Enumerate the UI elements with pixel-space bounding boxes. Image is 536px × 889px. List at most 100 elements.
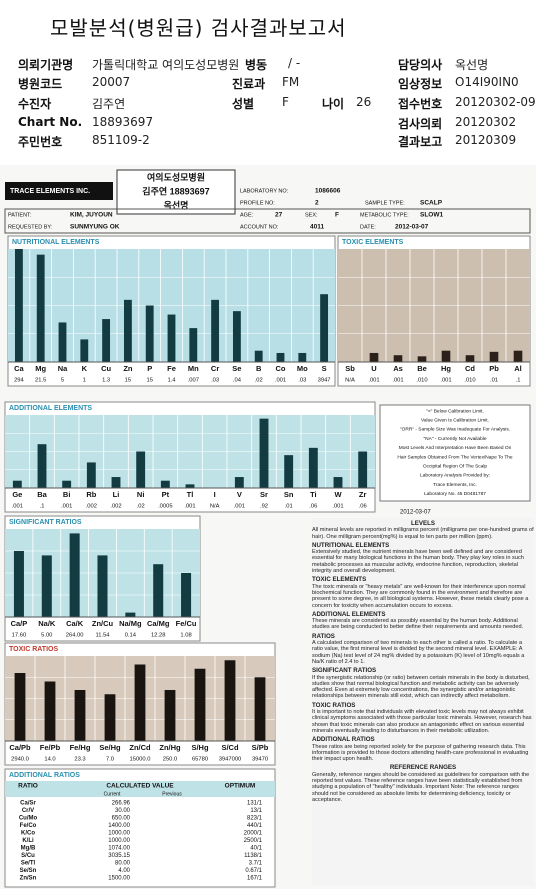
bar [80, 339, 89, 362]
text: .010 [464, 378, 475, 384]
value: 20120302 [455, 115, 517, 129]
text: METABOLIC TYPE: [360, 212, 409, 218]
text: Mg/B [21, 846, 36, 852]
text: TOXIC RATIOS [9, 646, 58, 653]
value: 20120302-09052 [455, 95, 536, 109]
text: Laboratory Analysis Provided by: [420, 473, 490, 479]
text: 131/1 [247, 801, 263, 807]
text: .01 [490, 378, 498, 384]
section-heading: REFERENCE RANGES [389, 764, 457, 772]
bar [13, 551, 24, 617]
text: .02 [255, 378, 263, 384]
text: W [334, 490, 342, 499]
text: Cd [465, 364, 475, 373]
text: OPTIMUM [225, 783, 256, 790]
section-body: If the synergistic relationship (or rati… [312, 674, 530, 700]
text: "NA" - Currently Not Available [423, 436, 486, 442]
text: .92 [260, 504, 268, 510]
text: 1.4 [167, 378, 176, 384]
text: .002 [110, 504, 121, 510]
text: 7.0 [106, 757, 114, 763]
field-band [4, 208, 531, 234]
text: Occipital Region Of The Scalp [423, 463, 487, 469]
section-heading: RATIOS [312, 632, 335, 640]
bar [232, 311, 241, 362]
text: 여의도성모병원 [147, 171, 205, 182]
bar [86, 462, 96, 488]
section-heading: TOXIC RATIOS [312, 701, 356, 709]
text: .01 [285, 504, 293, 510]
text: Fe/Cu [176, 619, 197, 628]
bar [14, 249, 23, 362]
text: Ni [137, 490, 145, 499]
text: Zn/Sn [20, 876, 37, 882]
text: SAMPLE TYPE: [365, 200, 405, 206]
bar [224, 660, 236, 741]
text: REQUESTED BY: [8, 224, 53, 230]
bar [194, 668, 206, 741]
value: 20120309 [455, 133, 517, 147]
bar [254, 350, 263, 362]
bar [465, 355, 475, 362]
bar [69, 533, 80, 617]
bar [164, 690, 176, 741]
text: 3035.15 [108, 853, 130, 859]
text: 3947 [318, 378, 331, 384]
bar [153, 564, 164, 617]
text: .001 [61, 504, 72, 510]
text: 1074.00 [108, 846, 130, 852]
text: Na/K [38, 619, 56, 628]
bar [489, 351, 499, 362]
bar [276, 352, 285, 362]
text: Ca/Pb [9, 743, 31, 752]
text: 1400.00 [108, 823, 130, 829]
text: Cu [101, 364, 111, 373]
bar [62, 480, 72, 488]
section-heading: LEVELS [410, 520, 436, 527]
text: KIM, JUYOUN [70, 212, 113, 219]
text: TOXIC ELEMENTS [342, 239, 404, 246]
text: 250.0 [163, 757, 178, 763]
text: .010 [416, 378, 427, 384]
text: Cu/Mo [19, 816, 38, 822]
text: .02 [137, 504, 145, 510]
text: PROFILE NO: [240, 200, 275, 206]
text: 15000.0 [130, 757, 151, 763]
text: Zr [359, 490, 367, 499]
text: 13/1 [250, 808, 262, 814]
text: Fe/Co [20, 823, 37, 829]
text: Fe/Hg [70, 743, 91, 752]
title: 모발분석(병원급) 검사결과보고서 [50, 16, 347, 40]
bar [259, 418, 269, 488]
value: 851109-2 [92, 133, 150, 147]
text: .001 [12, 504, 23, 510]
text: P [147, 364, 152, 373]
section-body: The toxic minerals or "heavy metals" are… [312, 583, 529, 609]
bar [37, 444, 47, 488]
section-body: These ratios are being reported solely f… [312, 743, 529, 763]
text: SCALP [420, 200, 443, 207]
text: 266.96 [112, 801, 131, 807]
label: 병원코드 [18, 77, 63, 91]
text: Previous [162, 791, 182, 797]
text: TRACE ELEMENTS INC. [10, 188, 90, 195]
text: Trace Elements, Inc. [433, 482, 477, 488]
text: Fe [167, 364, 176, 373]
text: K/Co [21, 831, 35, 837]
value: 옥선명 [455, 58, 489, 72]
text: 3947000 [219, 757, 242, 763]
text: "ORR" - Sample Size Was Inadequate For A… [400, 427, 510, 433]
text: Se [232, 364, 241, 373]
text: B [256, 364, 262, 373]
bar [181, 573, 192, 617]
text: 1000.00 [108, 831, 130, 837]
value: / - [288, 56, 301, 70]
text: Pt [162, 490, 170, 499]
text: 2012-03-07 [395, 224, 429, 231]
label: 담당의사 [398, 58, 443, 72]
bar [134, 664, 146, 741]
text: F [335, 212, 339, 219]
text: N/A [345, 378, 355, 384]
